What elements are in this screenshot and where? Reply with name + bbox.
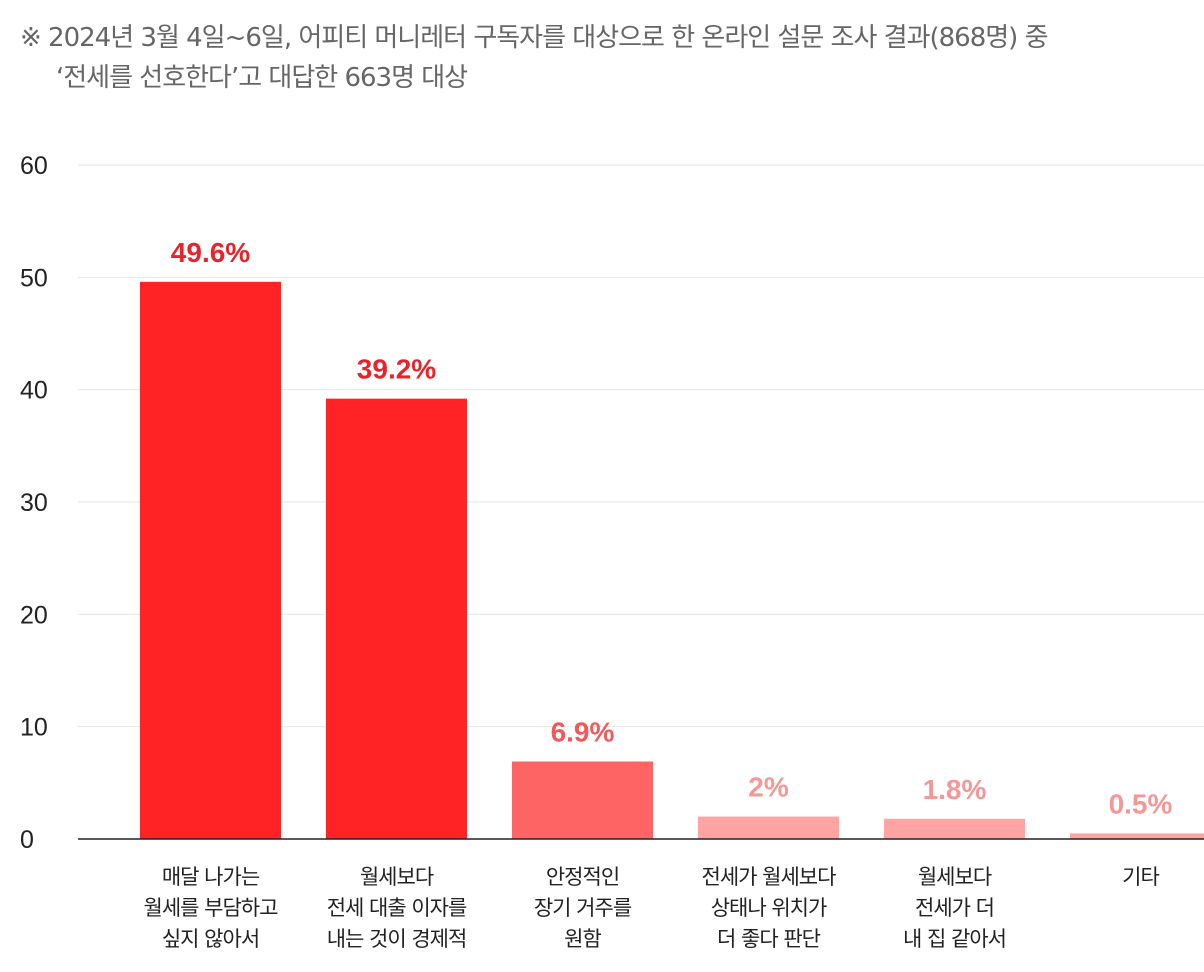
category-label-2-line-2: 전세 대출 이자를: [327, 896, 467, 920]
category-label-5-line-3: 내 집 같아서: [903, 927, 1006, 951]
category-label-6: 기타: [1122, 865, 1159, 889]
bar-6: [1070, 833, 1204, 839]
survey-note-line-1: ※ 2024년 3월 4일~6일, 어피티 머니레터 구독자를 대상으로 한 온…: [20, 23, 1049, 53]
category-label-1-line-2: 월세를 부담하고: [144, 896, 279, 920]
category-label-4-line-3: 더 좋다 판단: [717, 927, 821, 951]
survey-note: ※ 2024년 3월 4일~6일, 어피티 머니레터 구독자를 대상으로 한 온…: [20, 18, 1190, 98]
category-label-2-line-3: 내는 것이 경제적: [327, 927, 467, 951]
category-label-3-line-3: 원함: [564, 927, 601, 951]
value-label-5: 1.8%: [923, 774, 987, 805]
category-label-5-line-1: 월세보다: [918, 865, 992, 889]
category-label-5-line-2: 전세가 더: [915, 896, 994, 920]
bar-4: [698, 816, 839, 839]
y-tick-label-10: 10: [20, 714, 48, 742]
y-tick-label-40: 40: [20, 377, 48, 405]
y-tick-label-20: 20: [20, 601, 48, 629]
category-label-1-line-1: 매달 나가는: [162, 865, 260, 889]
value-label-6: 0.5%: [1109, 788, 1173, 819]
category-label-3-line-1: 안정적인: [546, 865, 619, 889]
category-label-3-line-2: 장기 거주를: [534, 896, 632, 920]
value-label-1: 49.6%: [171, 237, 250, 268]
category-label-2-line-1: 월세보다: [360, 865, 434, 889]
value-labels: 49.6% 39.2% 6.9% 2% 1.8% 0.5%: [171, 237, 1173, 820]
y-tick-label-0: 0: [20, 826, 34, 854]
category-label-1-line-3: 싶지 않아서: [162, 927, 259, 951]
value-label-4: 2%: [748, 772, 789, 803]
bar-5: [884, 818, 1025, 839]
y-tick-label-50: 50: [20, 264, 48, 292]
category-label-6-line-1: 기타: [1122, 865, 1159, 889]
category-label-4-line-1: 전세가 월세보다: [702, 865, 837, 889]
value-label-3: 6.9%: [551, 716, 615, 747]
bar-3: [512, 761, 653, 839]
bar-2: [326, 398, 467, 839]
bar-1: [140, 281, 281, 839]
category-label-4-line-2: 상태나 위치가: [711, 896, 827, 920]
y-tick-label-30: 30: [20, 489, 48, 517]
y-axis-ticks: 0 10 20 30 40 50 60: [20, 152, 48, 854]
survey-note-line-2: ‘전세를 선호한다’고 대답한 663명 대상: [56, 63, 468, 93]
value-label-2: 39.2%: [357, 354, 436, 385]
y-tick-label-60: 60: [20, 152, 48, 180]
bars: [140, 281, 1204, 839]
